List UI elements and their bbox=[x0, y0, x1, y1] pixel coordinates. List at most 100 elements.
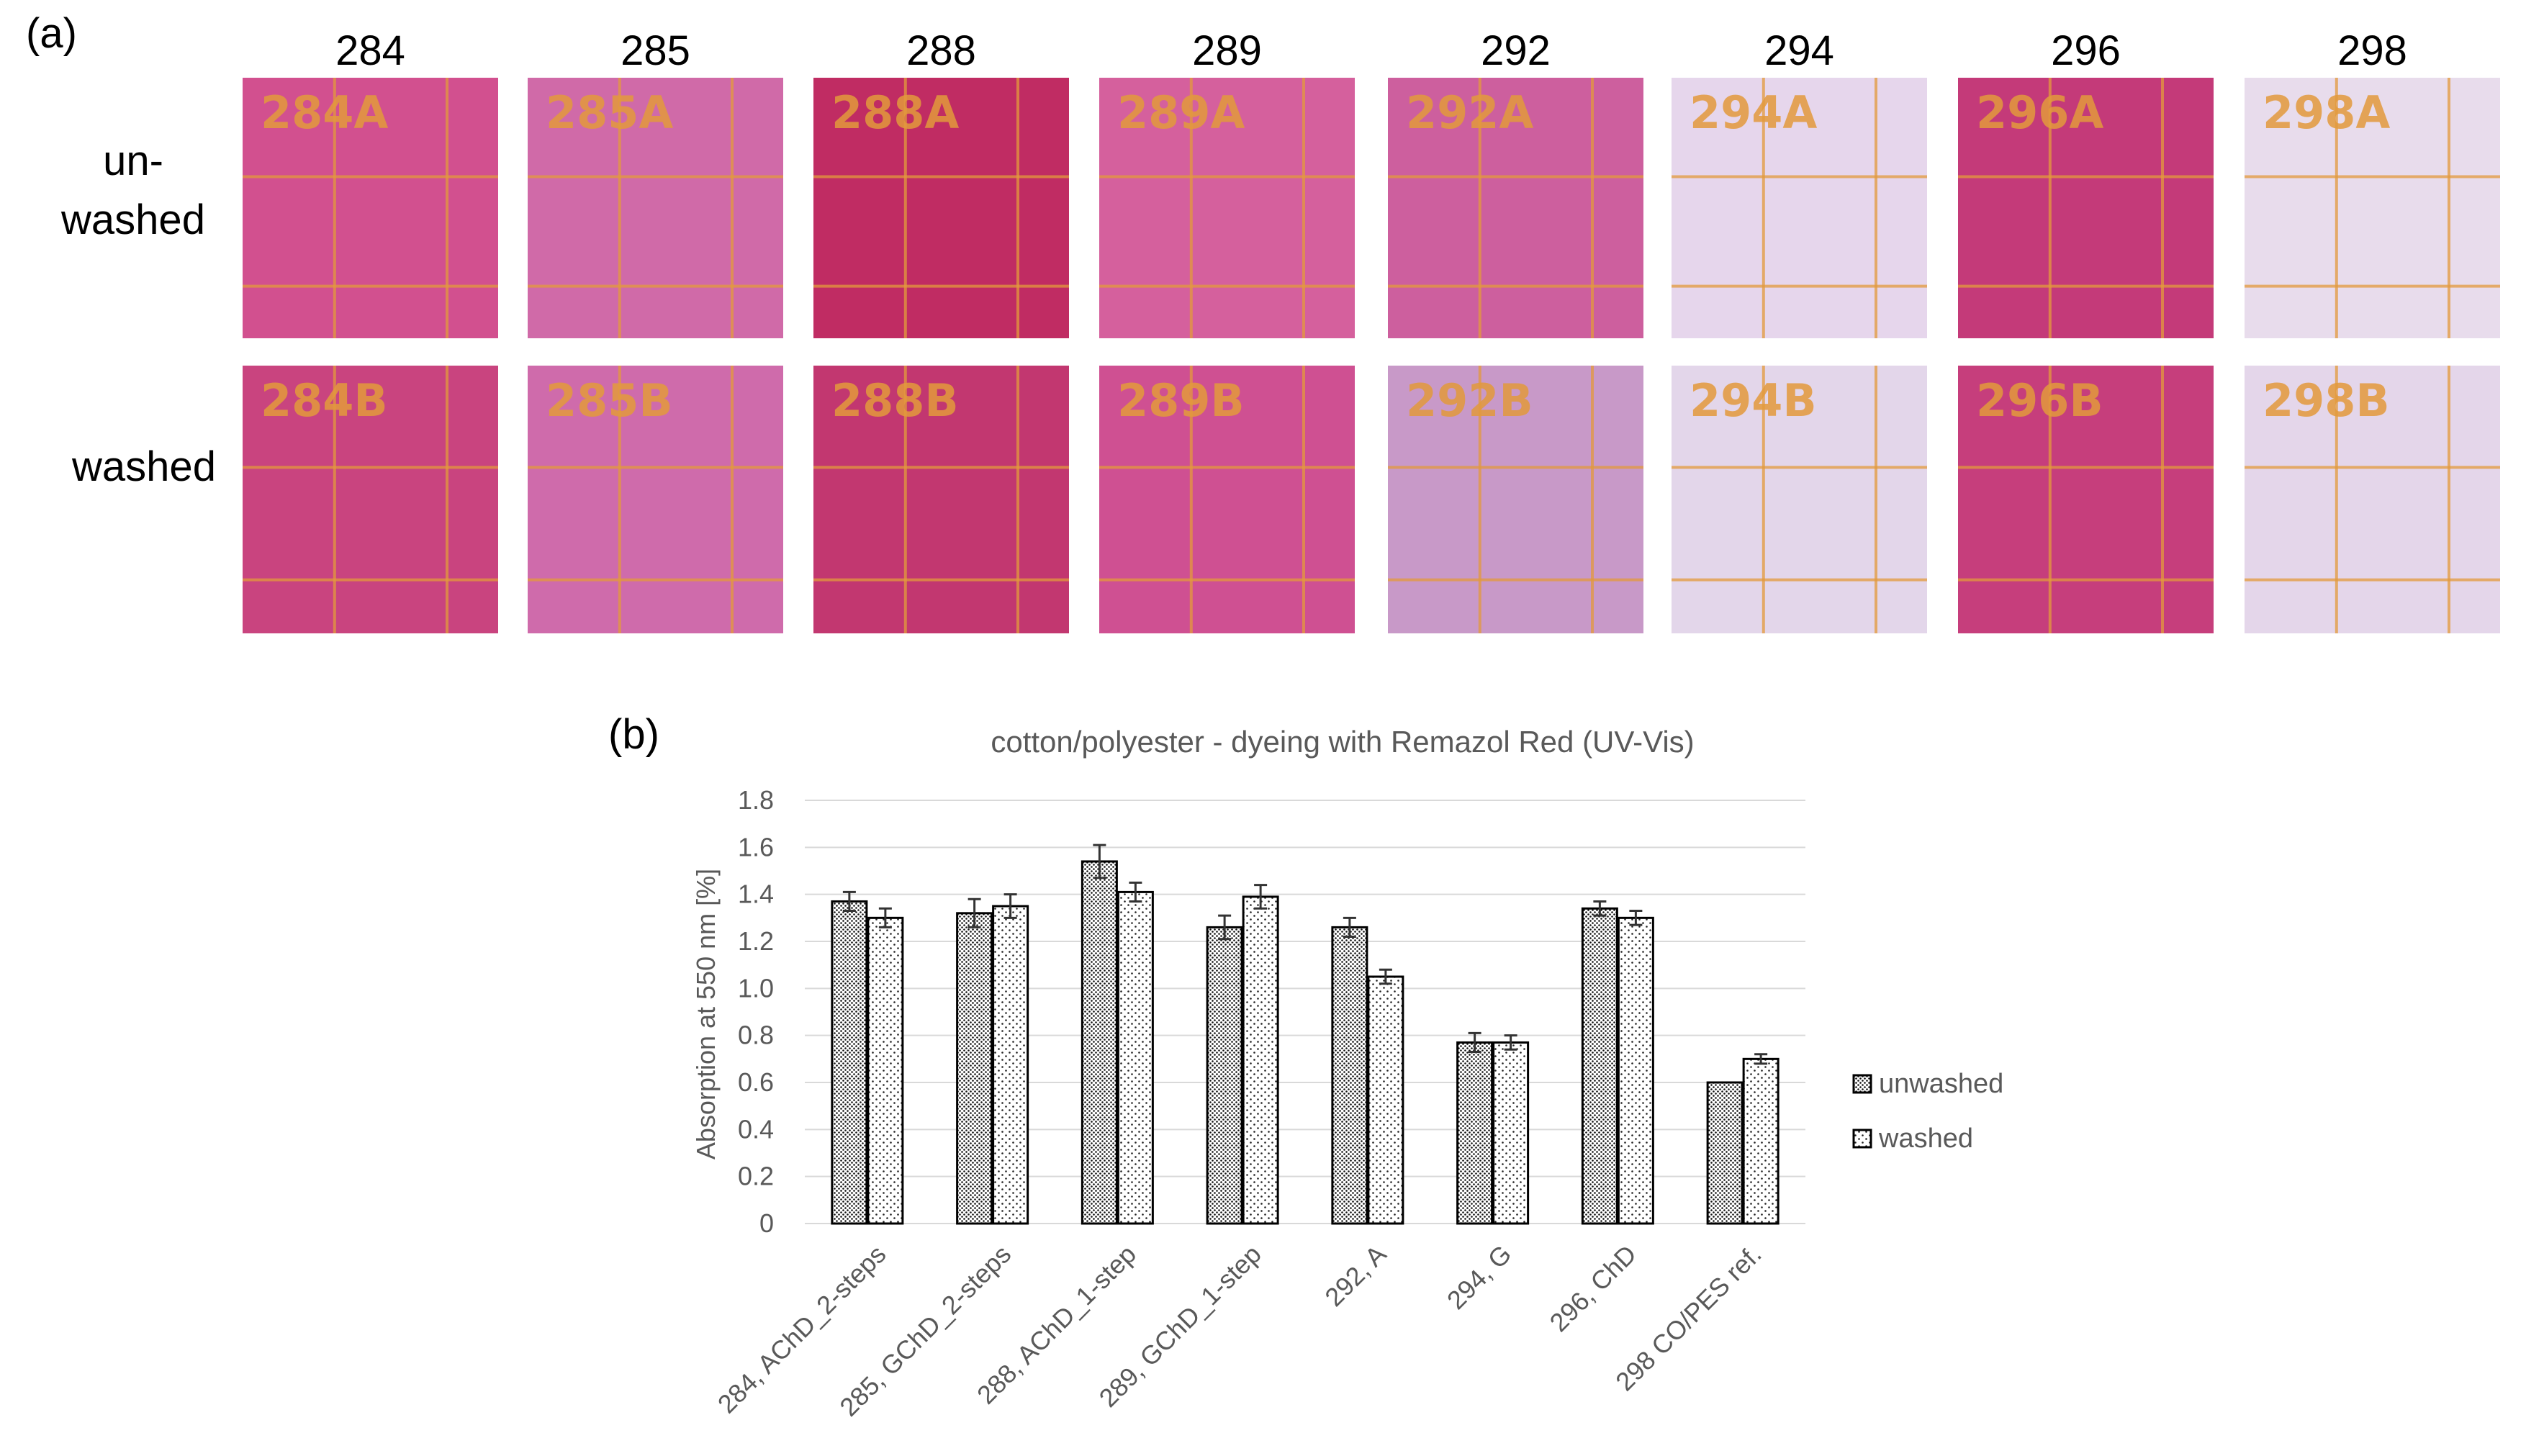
swatch-292-a: 292A bbox=[1388, 78, 1643, 338]
error-bar-washed-6 bbox=[1629, 910, 1643, 926]
swatch-296-b: 296B bbox=[1958, 366, 2214, 633]
y-tick-label: 1.4 bbox=[738, 880, 774, 909]
y-tick-label: 0.4 bbox=[738, 1114, 774, 1144]
swatch-289-b: 289B bbox=[1099, 366, 1355, 633]
error-bar-unwashed-6 bbox=[1593, 900, 1607, 917]
swatch-284-a: 284A bbox=[243, 78, 498, 338]
bar-washed-0 bbox=[867, 916, 904, 1225]
bar-unwashed-0 bbox=[831, 900, 868, 1225]
panel-a-label: (a) bbox=[26, 10, 77, 57]
y-tick-label: 0.8 bbox=[738, 1021, 774, 1050]
sample-number-288: 288 bbox=[906, 27, 976, 74]
error-bar-unwashed-1 bbox=[967, 897, 981, 928]
x-tick-label: 294, G bbox=[1441, 1239, 1517, 1315]
bar-unwashed-6 bbox=[1581, 907, 1618, 1225]
row-label-washed: washed bbox=[71, 443, 216, 490]
fabric-swatch bbox=[528, 366, 783, 633]
panel-b-label: (b) bbox=[608, 711, 659, 758]
fabric-swatch bbox=[528, 78, 783, 338]
swatch-288-b: 288B bbox=[813, 366, 1069, 633]
bar-washed-1 bbox=[992, 905, 1029, 1225]
panel-b: (b) cotton/polyester - dyeing with Remaz… bbox=[608, 711, 2003, 1422]
gridlines bbox=[805, 800, 1805, 1224]
legend-swatch-washed bbox=[1852, 1129, 1872, 1149]
error-bar-unwashed-2 bbox=[1093, 844, 1106, 880]
error-bar-washed-3 bbox=[1254, 884, 1268, 910]
bar-unwashed-2 bbox=[1081, 860, 1118, 1225]
bar-washed-5 bbox=[1492, 1041, 1530, 1225]
bar-unwashed-7 bbox=[1706, 1081, 1744, 1225]
chart-title: cotton/polyester - dyeing with Remazol R… bbox=[991, 725, 1694, 759]
sample-number-289: 289 bbox=[1192, 27, 1262, 74]
swatch-292-b: 292B bbox=[1388, 366, 1643, 633]
row-label-unwashed-line1: un- bbox=[103, 137, 163, 184]
swatch-289-a: 289A bbox=[1099, 78, 1355, 338]
swatch-tag-292B: 292B bbox=[1406, 374, 1533, 427]
legend-swatch-unwashed bbox=[1852, 1074, 1872, 1094]
sample-number-285: 285 bbox=[621, 27, 690, 74]
swatch-tag-294A: 294A bbox=[1690, 86, 1817, 139]
y-tick-label: 0 bbox=[759, 1208, 774, 1238]
fabric-swatch bbox=[2245, 366, 2500, 633]
y-tick-label: 1.8 bbox=[738, 785, 774, 815]
error-bar-washed-4 bbox=[1379, 968, 1392, 985]
legend-label-unwashed: unwashed bbox=[1879, 1069, 2003, 1099]
swatch-tag-292A: 292A bbox=[1406, 86, 1533, 139]
bar-unwashed-1 bbox=[956, 912, 993, 1225]
x-tick-label: 296, ChD bbox=[1543, 1239, 1642, 1338]
swatch-294-b: 294B bbox=[1672, 366, 1927, 633]
fabric-swatches: 284 284A 284B 285 285A 285B 288 288A 288B 289 289A… bbox=[243, 27, 2500, 633]
swatch-tag-294B: 294B bbox=[1690, 374, 1817, 427]
fabric-swatch bbox=[813, 366, 1069, 633]
sample-number-298: 298 bbox=[2337, 27, 2407, 74]
swatch-tag-285B: 285B bbox=[546, 374, 673, 427]
fabric-swatch bbox=[243, 78, 498, 338]
bar-unwashed-5 bbox=[1456, 1041, 1494, 1225]
swatch-296-a: 296A bbox=[1958, 78, 2214, 338]
y-tick-label: 0.2 bbox=[738, 1162, 774, 1191]
swatch-298-b: 298B bbox=[2245, 366, 2500, 633]
fabric-swatch bbox=[1672, 366, 1927, 633]
sample-number-294: 294 bbox=[1764, 27, 1834, 74]
swatch-tag-285A: 285A bbox=[546, 86, 673, 139]
swatch-288-a: 288A bbox=[813, 78, 1069, 338]
bar-washed-2 bbox=[1117, 890, 1154, 1225]
row-labels: un- washed washed bbox=[60, 137, 216, 490]
y-tick-labels: 0 0.2 0.4 0.6 0.8 1.0 1.2 1.4 1.6 1.8 bbox=[738, 785, 774, 1238]
fabric-swatch bbox=[243, 366, 498, 633]
swatch-tag-288B: 288B bbox=[831, 374, 959, 427]
bar-unwashed-4 bbox=[1331, 926, 1368, 1225]
swatch-285-a: 285A bbox=[528, 78, 783, 338]
fabric-swatch bbox=[1958, 78, 2214, 338]
bar-unwashed-3 bbox=[1206, 926, 1243, 1225]
swatch-tag-289A: 289A bbox=[1117, 86, 1245, 139]
error-bar-unwashed-4 bbox=[1343, 916, 1356, 938]
y-tick-label: 1.6 bbox=[738, 832, 774, 862]
sample-number-284: 284 bbox=[335, 27, 405, 74]
swatch-tag-298A: 298A bbox=[2263, 86, 2390, 139]
y-tick-label: 1.0 bbox=[738, 973, 774, 1003]
panel-a: (a) un- washed washed 284 284A 284B 285 285A… bbox=[26, 10, 2500, 633]
row-label-unwashed-line2: washed bbox=[60, 196, 205, 243]
swatch-tag-298B: 298B bbox=[2263, 374, 2390, 427]
bar-washed-6 bbox=[1617, 916, 1654, 1225]
error-bar-unwashed-3 bbox=[1218, 914, 1232, 941]
swatch-294-a: 294A bbox=[1672, 78, 1927, 338]
swatch-tag-296A: 296A bbox=[1976, 86, 2103, 139]
y-tick-label: 0.6 bbox=[738, 1067, 774, 1097]
error-bar-washed-1 bbox=[1003, 893, 1017, 919]
x-tick-label: 292, A bbox=[1319, 1239, 1391, 1312]
fabric-swatch bbox=[1099, 78, 1355, 338]
error-bar-washed-2 bbox=[1129, 881, 1142, 903]
fabric-swatch bbox=[1388, 366, 1643, 633]
fabric-swatch bbox=[813, 78, 1069, 338]
error-bar-washed-0 bbox=[878, 907, 892, 928]
legend-label-washed: washed bbox=[1878, 1123, 1973, 1154]
swatch-tag-296B: 296B bbox=[1976, 374, 2103, 427]
error-bar-washed-7 bbox=[1754, 1053, 1768, 1065]
swatch-tag-284B: 284B bbox=[261, 374, 388, 427]
swatch-298-a: 298A bbox=[2245, 78, 2500, 338]
sample-number-296: 296 bbox=[2051, 27, 2121, 74]
